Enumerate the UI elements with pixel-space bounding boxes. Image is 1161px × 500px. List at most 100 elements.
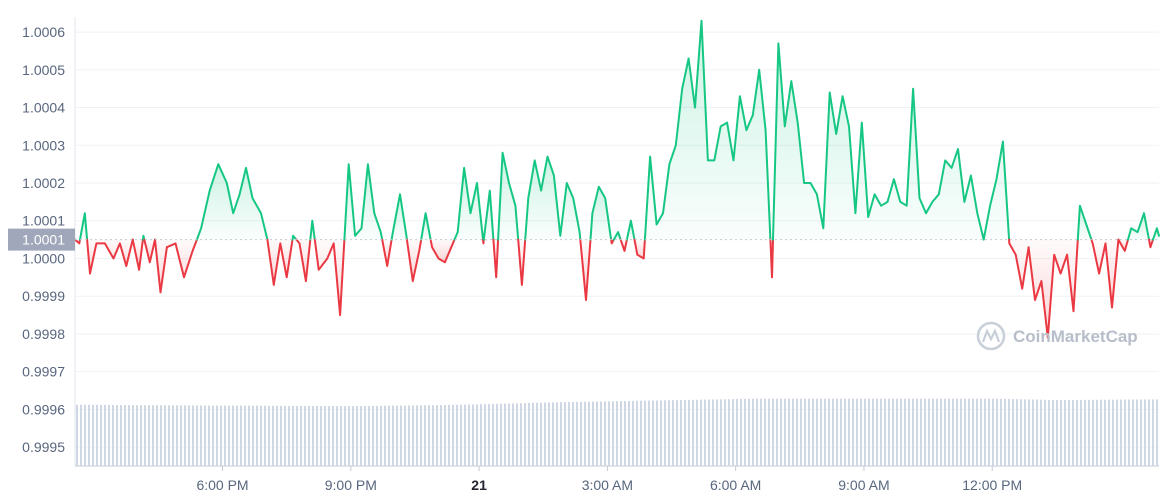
y-tick-label: 1.0002 <box>22 175 65 191</box>
volume-bar <box>184 405 186 466</box>
volume-bar <box>1008 399 1010 466</box>
volume-bar <box>868 398 870 466</box>
y-tick-label: 0.9995 <box>22 439 65 455</box>
price-segment-up <box>453 166 484 241</box>
volume-bar <box>388 405 390 466</box>
volume-bar <box>528 403 530 466</box>
volume-bar <box>1128 399 1130 466</box>
volume-bar <box>948 398 950 466</box>
volume-bar <box>808 398 810 466</box>
volume-bar <box>1132 399 1134 466</box>
volume-bar <box>428 405 430 466</box>
volume-bar <box>1068 399 1070 466</box>
volume-bar <box>396 405 398 466</box>
volume-bar <box>740 398 742 466</box>
area-below-reference <box>144 239 155 263</box>
price-segment-down <box>619 238 628 252</box>
volume-bar <box>1100 399 1102 466</box>
volume-bar <box>444 404 446 466</box>
volume-bar <box>516 403 518 466</box>
price-segment-down <box>131 238 144 271</box>
price-segment-down <box>482 238 485 245</box>
volume-bar <box>1044 399 1046 466</box>
volume-bar <box>1052 399 1054 466</box>
area-above-reference <box>498 152 519 240</box>
volume-bar <box>496 403 498 466</box>
volume-bar <box>112 404 114 466</box>
y-tick-label: 0.9997 <box>22 364 65 380</box>
volume-bar <box>332 406 334 466</box>
volume-bar <box>612 401 614 466</box>
x-tick-label: 6:00 PM <box>196 477 248 493</box>
volume-bar <box>144 405 146 466</box>
volume-bar <box>748 398 750 466</box>
volume-bar <box>500 403 502 466</box>
volume-bar <box>1072 399 1074 466</box>
volume-bar <box>752 398 754 466</box>
volume-bar <box>1056 400 1058 466</box>
volume-bar <box>688 399 690 466</box>
price-segment-down <box>74 238 81 245</box>
volume-bar <box>1028 399 1030 466</box>
volume-bar <box>436 405 438 466</box>
volume-bar <box>796 398 798 466</box>
volume-bar <box>632 400 634 466</box>
volume-bar <box>1144 399 1146 466</box>
area-below-reference <box>1091 239 1119 308</box>
volume-bar <box>1092 399 1094 466</box>
volume-bar <box>792 398 794 466</box>
volume-bar <box>836 398 838 466</box>
area-above-reference <box>525 156 581 240</box>
price-segment-down <box>381 238 393 267</box>
price-segment-up <box>1127 212 1150 241</box>
volume-bar <box>820 398 822 466</box>
volume-bar <box>304 405 306 466</box>
volume-bar <box>892 398 894 466</box>
volume-bar <box>976 398 978 466</box>
volume-bar <box>200 405 202 466</box>
volume-bar <box>152 405 154 466</box>
volume-bar <box>228 405 230 466</box>
volume-bar <box>472 404 474 466</box>
price-segment-down <box>295 238 312 283</box>
coinmarketcap-watermark: CoinMarketCap <box>976 321 1138 351</box>
volume-bar <box>120 405 122 466</box>
volume-bar <box>84 404 86 466</box>
volume-bar <box>952 398 954 466</box>
volume-bar <box>724 399 726 466</box>
volume-bar <box>712 399 714 466</box>
volume-bar <box>268 405 270 466</box>
volume-bar <box>456 404 458 466</box>
volume-bar <box>776 398 778 466</box>
y-tick-label: 1.0005 <box>22 62 65 78</box>
price-segment-up <box>497 151 520 241</box>
price-segment-down <box>610 238 615 245</box>
x-tick-label: 6:00 AM <box>710 477 761 493</box>
volume-bar <box>1036 399 1038 466</box>
volume-bar <box>788 398 790 466</box>
volume-bar <box>992 398 994 466</box>
price-segment-up <box>625 219 636 241</box>
volume-bar <box>100 404 102 466</box>
volume-bar <box>680 400 682 466</box>
volume-bar <box>828 398 830 466</box>
volume-bar <box>400 405 402 466</box>
volume-bar <box>156 405 158 466</box>
volume-bar <box>864 398 866 466</box>
volume-bar <box>1120 399 1122 466</box>
volume-bar <box>196 405 198 466</box>
chart-grid <box>74 17 1159 467</box>
volume-bar <box>728 399 730 466</box>
price-segment-up <box>524 155 582 241</box>
price-segment-up <box>420 212 432 241</box>
volume-bar <box>1152 399 1154 466</box>
price-segment-up <box>589 185 613 241</box>
volume-bar <box>380 405 382 466</box>
volume-bar <box>896 398 898 466</box>
volume-bar <box>312 405 314 466</box>
volume-bar <box>1108 399 1110 466</box>
volume-bar <box>208 405 210 466</box>
volume-bar <box>812 398 814 466</box>
volume-bar <box>604 401 606 466</box>
volume-bar <box>628 400 630 466</box>
